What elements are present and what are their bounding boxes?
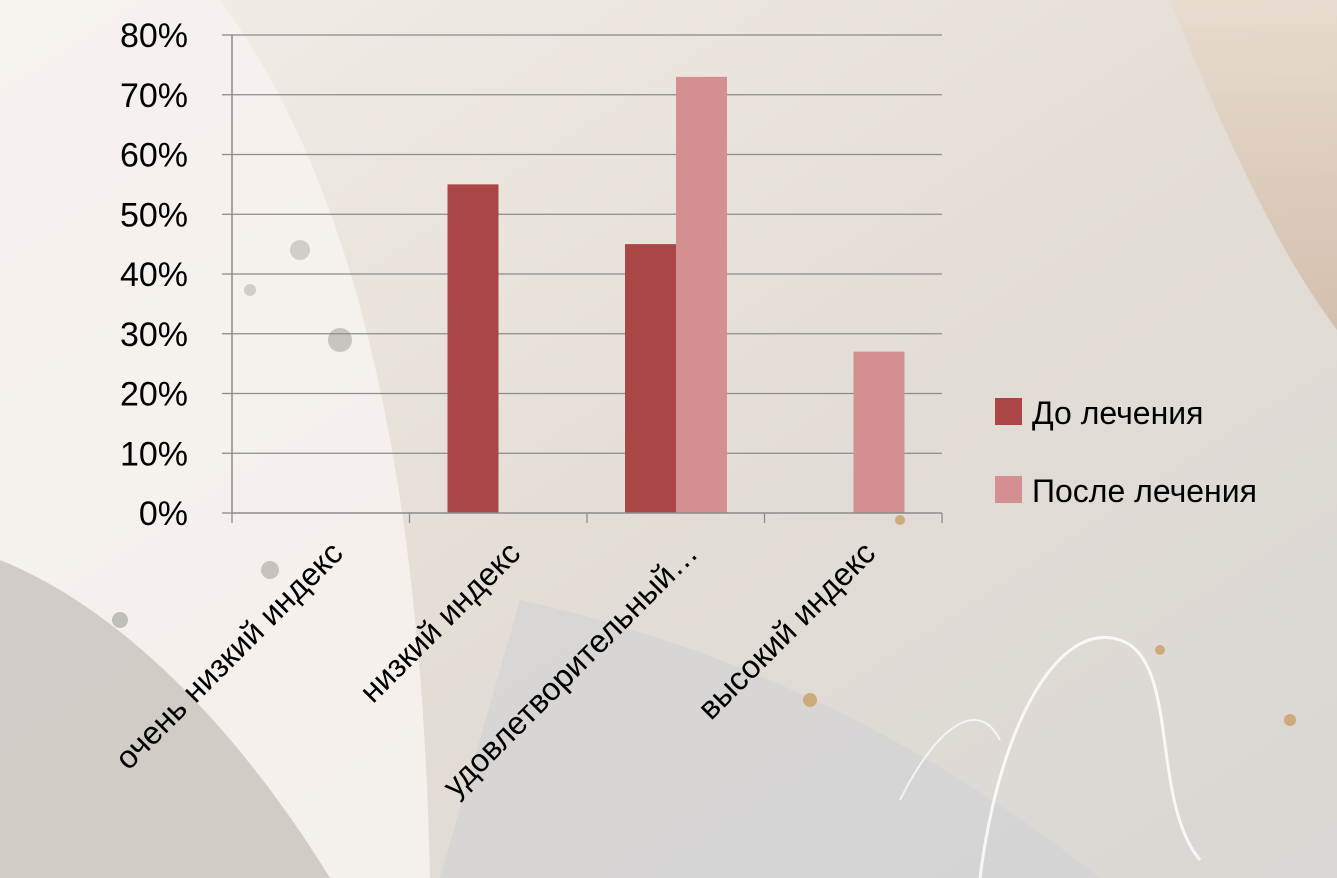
legend: До лечения После лечения [995, 395, 1257, 509]
y-tick-label: 0% [139, 495, 188, 533]
legend-label: До лечения [1032, 395, 1203, 431]
bar-before-1 [447, 184, 499, 513]
y-tick-label: 40% [120, 256, 188, 294]
legend-swatch [995, 398, 1022, 425]
y-tick-label: 20% [120, 376, 188, 414]
bar-after-2 [676, 76, 727, 513]
y-tick-label: 60% [120, 137, 188, 175]
x-category-label: низкий индекс [352, 534, 527, 709]
y-axis-ticks: 0% 10% 20% 30% 40% 50% 60% 70% 80% [120, 17, 232, 533]
y-tick-label: 10% [120, 435, 188, 473]
x-category-label: высокий индекс [690, 534, 882, 726]
x-axis-labels: очень низкий индекс низкий индексудовлетв… [108, 534, 882, 803]
y-tick-label: 80% [120, 17, 188, 55]
gridlines [232, 34, 942, 454]
x-axis-ticks [231, 513, 943, 523]
y-tick-label: 70% [120, 77, 188, 115]
y-tick-label: 50% [120, 196, 188, 234]
bars [447, 76, 905, 513]
legend-swatch [995, 476, 1022, 503]
bar-after-3 [853, 351, 905, 513]
bar-before-2 [625, 244, 676, 513]
y-tick-label: 30% [120, 316, 188, 354]
x-category-label: очень низкий индекс [108, 534, 350, 776]
legend-label: После лечения [1032, 473, 1257, 509]
